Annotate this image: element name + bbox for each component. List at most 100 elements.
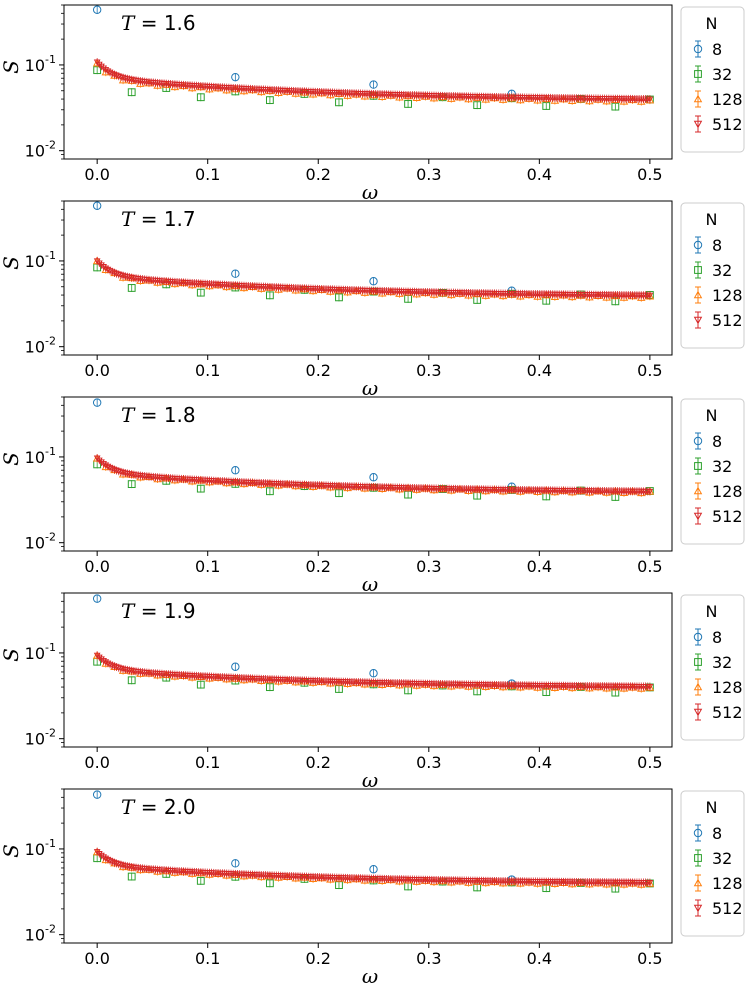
- x-tick-label: 0.4: [527, 949, 552, 968]
- data-point: [100, 65, 108, 72]
- x-tick-label: 0.4: [527, 557, 552, 576]
- data-point: [119, 273, 127, 280]
- data-point: [111, 860, 118, 867]
- data-point: [95, 260, 103, 267]
- x-tick-label: 0.0: [84, 361, 109, 380]
- x-tick-label: 0.4: [527, 361, 552, 380]
- data-point: [111, 71, 118, 79]
- data-point: [127, 872, 136, 881]
- data-point: [98, 656, 105, 663]
- data-point: [196, 93, 205, 102]
- x-tick-label: 0.1: [195, 753, 220, 772]
- x-tick-label: 0.5: [637, 949, 662, 968]
- panel-annotation: T = 2.0: [121, 795, 196, 819]
- legend-marker: [693, 120, 703, 129]
- data-point: [108, 70, 116, 78]
- data-point: [111, 663, 118, 670]
- data-point: [111, 270, 118, 277]
- data-point: [196, 288, 205, 297]
- x-tick-label: 0.2: [306, 165, 331, 184]
- data-point: [98, 63, 105, 70]
- legend-label: 128: [712, 874, 743, 893]
- data-point: [404, 100, 412, 108]
- y-tick-label: 10-1: [25, 249, 56, 271]
- panel-annotation: T = 1.8: [121, 403, 196, 427]
- data-point: [119, 666, 127, 673]
- data-point: [646, 684, 654, 691]
- data-point: [115, 468, 123, 475]
- legend-label: 8: [712, 432, 722, 451]
- y-tick-label: 10-1: [25, 445, 56, 467]
- x-tick-label: 0.1: [195, 361, 220, 380]
- legend-label: 512: [712, 703, 743, 722]
- legend-marker: [693, 44, 703, 54]
- data-point: [646, 292, 654, 299]
- data-point: [121, 666, 129, 674]
- data-point: [117, 862, 125, 869]
- data-point: [265, 96, 274, 105]
- legend-label: 32: [712, 849, 732, 868]
- plot-area: [63, 592, 673, 748]
- data-point: [95, 851, 103, 858]
- data-point: [127, 480, 136, 489]
- y-tick-label: 10-1: [25, 641, 56, 663]
- y-axis-label: S: [0, 60, 23, 74]
- data-point: [335, 98, 343, 107]
- x-tick-label: 0.3: [416, 361, 441, 380]
- legend: N 8 32 128 512: [680, 202, 745, 349]
- legend-label: 8: [712, 40, 722, 59]
- legend-marker: [694, 266, 702, 274]
- legend-marker: [693, 512, 703, 521]
- legend: N 8 32 128 512: [680, 398, 745, 545]
- legend-label: 8: [712, 236, 722, 255]
- legend-marker: [693, 94, 703, 103]
- legend-title: N: [706, 602, 718, 621]
- data-point: [646, 880, 654, 887]
- legend-label: 8: [712, 628, 722, 647]
- data-point: [117, 665, 125, 672]
- panel-annotation: T = 1.7: [121, 207, 196, 231]
- data-point: [265, 291, 274, 300]
- x-axis-label: ω: [362, 180, 378, 204]
- data-point: [117, 74, 125, 81]
- data-point: [113, 467, 120, 474]
- x-tick-label: 0.5: [637, 753, 662, 772]
- legend-marker: [693, 828, 703, 838]
- data-point: [100, 461, 108, 468]
- data-point: [369, 669, 378, 678]
- data-point: [108, 859, 116, 866]
- x-tick-label: 0.2: [306, 361, 331, 380]
- data-point: [117, 469, 125, 476]
- data-point: [92, 594, 102, 603]
- data-point: [98, 262, 105, 269]
- x-tick-label: 0.4: [527, 753, 552, 772]
- legend-title: N: [706, 14, 718, 33]
- plot-area: [63, 396, 673, 552]
- x-tick-label: 0.3: [416, 949, 441, 968]
- data-point: [106, 268, 114, 275]
- data-point: [92, 5, 102, 14]
- data-point: [265, 487, 274, 496]
- data-point: [95, 654, 103, 661]
- data-point: [113, 72, 120, 79]
- x-tick-label: 0.3: [416, 165, 441, 184]
- data-point: [108, 662, 116, 669]
- data-point: [104, 857, 112, 864]
- legend-marker: [693, 290, 703, 299]
- x-tick-label: 0.1: [195, 165, 220, 184]
- data-point: [369, 277, 378, 286]
- panel-2: 0.0 0.1 0.2 0.3 0.4 0.5 10-2 10-1 ω S T = 1.7 N 8 32 1…: [0, 200, 745, 400]
- data-point: [108, 466, 116, 473]
- panel-3: 0.0 0.1 0.2 0.3 0.4 0.5 10-2 10-1 ω S T = 1.8 N 8 32 1…: [0, 396, 745, 596]
- x-tick-label: 0.0: [84, 557, 109, 576]
- data-point: [106, 465, 114, 472]
- data-point: [113, 664, 120, 671]
- x-tick-label: 0.5: [637, 557, 662, 576]
- data-point: [100, 264, 108, 271]
- panel-1: 0.0 0.1 0.2 0.3 0.4 0.5 10-2 10-1 ω S T = 1.6 N 8 32 1…: [0, 4, 745, 204]
- data-point: [113, 860, 120, 867]
- x-tick-label: 0.5: [637, 361, 662, 380]
- legend-marker: [694, 854, 702, 862]
- x-tick-label: 0.0: [84, 949, 109, 968]
